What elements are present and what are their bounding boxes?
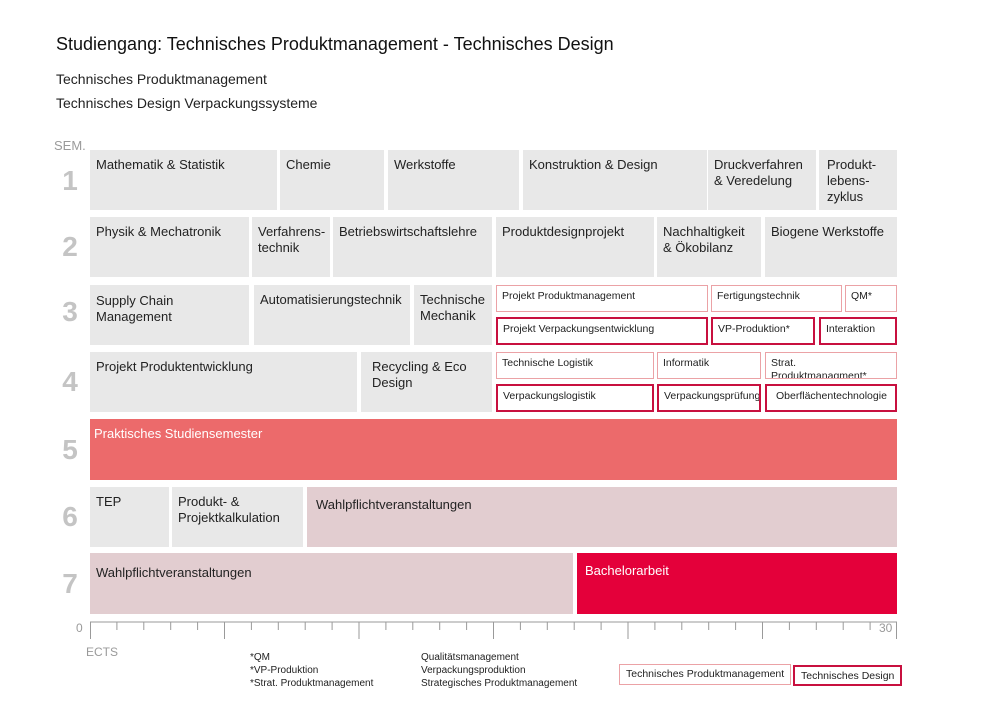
- footnote-abbreviations: *QM *VP-Produktion *Strat. Produktmanage…: [250, 651, 373, 690]
- module-verpackungspruefung: Verpackungsprüfung: [657, 384, 761, 412]
- footnote-definitions: Qualitätsmanagement Verpackungsproduktio…: [421, 651, 577, 690]
- semester-axis-label: SEM.: [54, 138, 86, 153]
- module-mathematik-statistik: Mathematik & Statistik: [90, 150, 277, 210]
- module-praktisches-studiensemester: Praktisches Studiensemester: [90, 419, 897, 480]
- semester-number-4: 4: [62, 366, 78, 397]
- module-interaktion: Interaktion: [819, 317, 897, 345]
- module-projekt-produktentwicklung: Projekt Produktentwicklung: [90, 352, 357, 412]
- footnote-full-qm: Qualitätsmanagement: [421, 652, 519, 663]
- footnote-full-strat: Strategisches Produktmanagement: [421, 678, 578, 689]
- module-druckverfahren-veredelung: Druckverfahren & Veredelung: [708, 150, 816, 210]
- footnote-full-vp: Verpackungsproduktion: [421, 665, 526, 676]
- module-produktlebenszyklus: Produkt- lebens- zyklus: [819, 150, 897, 210]
- module-qm: QM*: [845, 285, 897, 312]
- module-oberflaechentechnologie: Oberflächentechnologie: [765, 384, 897, 412]
- page-title: Studiengang: Technisches Produktmanageme…: [56, 34, 614, 54]
- module-automatisierungstechnik: Automatisierungstechnik: [254, 285, 410, 345]
- semester-number-6: 6: [62, 501, 78, 532]
- module-betriebswirtschaftslehre: Betriebswirtschaftslehre: [333, 217, 492, 277]
- module-tep: TEP: [90, 487, 169, 547]
- module-technische-logistik: Technische Logistik: [496, 352, 654, 379]
- module-bachelorarbeit: Bachelorarbeit: [577, 553, 897, 614]
- module-informatik: Informatik: [657, 352, 761, 379]
- semester-number-1: 1: [62, 165, 78, 196]
- axis-unit-label: ECTS: [86, 645, 119, 659]
- axis-end-label: 30: [879, 621, 893, 635]
- module-technische-mechanik: Technische Mechanik: [414, 285, 492, 345]
- footnote-abbr-qm: *QM: [250, 652, 270, 663]
- module-verpackungslogistik: Verpackungslogistik: [496, 384, 654, 412]
- axis-start-label: 0: [76, 621, 83, 635]
- module-konstruktion-design: Konstruktion & Design: [523, 150, 707, 210]
- module-biogene-werkstoffe: Biogene Werkstoffe: [765, 217, 897, 277]
- module-projekt-verpackungsentwicklung: Projekt Verpackungsentwicklung: [496, 317, 708, 345]
- semester-number-5: 5: [62, 434, 78, 465]
- subtitle-produktmanagement: Technisches Produktmanagement: [56, 71, 267, 87]
- module-fertigungstechnik: Fertigungstechnik: [711, 285, 842, 312]
- semester-number-7: 7: [62, 568, 78, 599]
- module-verfahrenstechnik: Verfahrens- technik: [252, 217, 330, 277]
- module-supply-chain-management: Supply Chain Management: [90, 285, 249, 345]
- module-werkstoffe: Werkstoffe: [388, 150, 519, 210]
- legend-technisches-produktmanagement: Technisches Produktmanagement: [619, 664, 792, 685]
- module-recycling-eco-design: Recycling & Eco Design: [361, 352, 492, 412]
- module-produkt-projektkalkulation: Produkt- & Projektkalkulation: [172, 487, 303, 547]
- module-produktdesignprojekt: Produktdesignprojekt: [496, 217, 654, 277]
- module-physik-mechatronik: Physik & Mechatronik: [90, 217, 249, 277]
- module-wahlpflichtveranstaltungen-s6: Wahlpflichtveranstaltungen: [307, 487, 897, 547]
- module-wahlpflichtveranstaltungen-s7: Wahlpflichtveranstaltungen: [90, 553, 573, 614]
- semester-number-3: 3: [62, 296, 78, 327]
- module-nachhaltigkeit-oekobilanz: Nachhaltigkeit & Ökobilanz: [657, 217, 761, 277]
- module-strat-produktmanagment: Strat. Produktmanagment*: [765, 352, 897, 379]
- semester-number-2: 2: [62, 231, 78, 262]
- module-vp-produktion: VP-Produktion*: [711, 317, 815, 345]
- module-projekt-produktmanagement: Projekt Produktmanagement: [496, 285, 708, 312]
- subtitle-verpackungssysteme: Technisches Design Verpackungssysteme: [56, 95, 318, 111]
- footnote-abbr-vp: *VP-Produktion: [250, 665, 319, 676]
- footnote-abbr-strat: *Strat. Produktmanagement: [250, 678, 374, 689]
- ects-axis: [90, 621, 897, 639]
- module-chemie: Chemie: [280, 150, 384, 210]
- legend-technisches-design: Technisches Design: [793, 665, 903, 686]
